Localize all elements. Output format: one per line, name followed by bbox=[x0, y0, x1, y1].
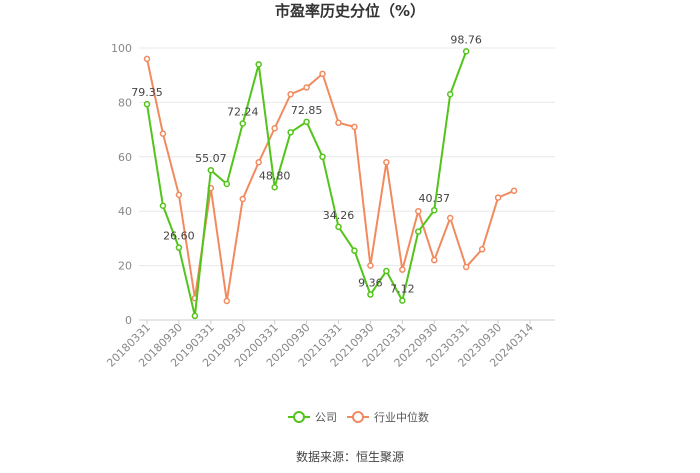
data-point[interactable] bbox=[462, 263, 470, 271]
data-label: 98.76 bbox=[450, 33, 482, 46]
data-label: 26.60 bbox=[163, 230, 195, 243]
series-line-0 bbox=[146, 51, 468, 317]
series-line-1 bbox=[146, 58, 515, 302]
data-point[interactable] bbox=[383, 267, 390, 275]
data-point[interactable] bbox=[255, 158, 262, 166]
data-point[interactable] bbox=[271, 184, 278, 191]
data-point[interactable] bbox=[191, 312, 199, 320]
data-point[interactable] bbox=[175, 191, 183, 199]
data-point[interactable] bbox=[223, 297, 231, 305]
data-label: 72.85 bbox=[291, 104, 323, 117]
series-layer bbox=[143, 48, 518, 320]
data-label: 9.36 bbox=[358, 277, 383, 290]
data-label-layer: 79.35 26.60 55.07 72.24 48.80 72.85 34.26 9.36 7… bbox=[131, 33, 482, 295]
data-point[interactable] bbox=[287, 129, 294, 136]
data-point[interactable] bbox=[367, 291, 374, 298]
data-point[interactable] bbox=[207, 166, 215, 174]
data-point[interactable] bbox=[383, 158, 390, 166]
data-point[interactable] bbox=[510, 187, 518, 195]
data-label: 55.07 bbox=[195, 152, 227, 165]
y-tick-label: 80 bbox=[118, 96, 132, 109]
legend-label[interactable]: 公司 bbox=[315, 411, 337, 424]
data-point[interactable] bbox=[351, 123, 358, 131]
data-point[interactable] bbox=[319, 70, 326, 78]
y-tick-label: 100 bbox=[111, 42, 132, 55]
data-point[interactable] bbox=[159, 130, 167, 137]
data-point[interactable] bbox=[462, 48, 470, 55]
data-point[interactable] bbox=[446, 90, 454, 98]
data-point[interactable] bbox=[446, 214, 454, 222]
y-tick-label: 0 bbox=[125, 314, 132, 327]
data-point[interactable] bbox=[303, 118, 310, 126]
y-tick-label: 20 bbox=[118, 260, 132, 273]
data-point[interactable] bbox=[239, 195, 246, 203]
y-tick-label: 60 bbox=[118, 151, 132, 164]
data-label: 79.35 bbox=[131, 86, 163, 99]
data-point[interactable] bbox=[431, 256, 438, 264]
legend-marker bbox=[352, 411, 364, 423]
legend[interactable]: 公司 行业中位数 bbox=[288, 410, 429, 424]
data-label: 7.12 bbox=[390, 283, 415, 296]
data-point[interactable] bbox=[399, 297, 406, 304]
data-point[interactable] bbox=[223, 180, 231, 188]
data-label: 48.80 bbox=[259, 169, 291, 182]
data-point[interactable] bbox=[143, 100, 151, 108]
data-point[interactable] bbox=[159, 202, 167, 210]
grid-layer bbox=[139, 47, 555, 321]
data-point[interactable] bbox=[287, 90, 294, 98]
data-point[interactable] bbox=[494, 194, 502, 201]
data-point[interactable] bbox=[143, 55, 151, 63]
data-point[interactable] bbox=[303, 84, 310, 91]
data-point[interactable] bbox=[415, 207, 422, 215]
data-point[interactable] bbox=[399, 266, 406, 273]
data-label: 34.26 bbox=[323, 209, 355, 222]
chart-title: 市盈率历史分位（%） bbox=[275, 2, 425, 20]
data-point[interactable] bbox=[255, 61, 262, 68]
data-point[interactable] bbox=[175, 244, 183, 251]
data-source-text: 数据来源：恒生聚源 bbox=[296, 449, 404, 464]
x-axis: 2018033120180930201903312019093020200331… bbox=[104, 320, 536, 370]
data-point[interactable] bbox=[335, 223, 342, 231]
data-point[interactable] bbox=[367, 262, 374, 269]
data-point[interactable] bbox=[478, 246, 486, 253]
data-label: 40.37 bbox=[419, 192, 451, 205]
data-point[interactable] bbox=[239, 120, 246, 127]
data-point[interactable] bbox=[415, 228, 422, 235]
data-point[interactable] bbox=[319, 153, 326, 161]
legend-label[interactable]: 行业中位数 bbox=[374, 410, 429, 424]
data-point[interactable] bbox=[335, 119, 342, 127]
data-point[interactable] bbox=[351, 247, 358, 254]
legend-marker bbox=[293, 411, 305, 423]
data-point[interactable] bbox=[271, 124, 278, 132]
data-point[interactable] bbox=[431, 206, 438, 214]
data-label: 72.24 bbox=[227, 106, 259, 119]
y-tick-label: 40 bbox=[118, 205, 132, 218]
y-axis: 0 20 40 60 80 100 bbox=[111, 42, 132, 327]
